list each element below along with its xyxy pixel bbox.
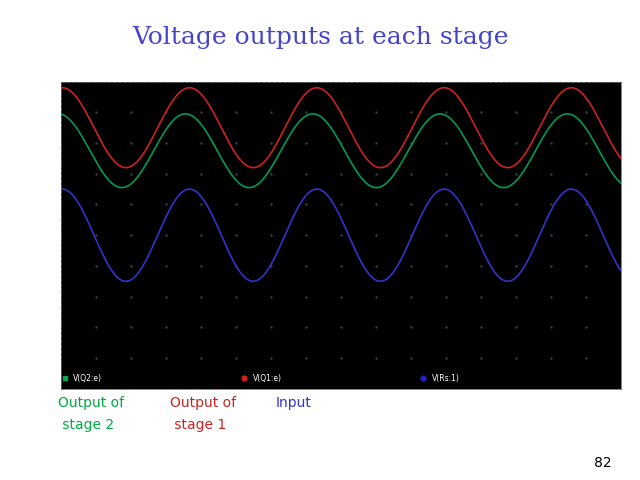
Text: Output of: Output of [170,396,236,410]
Text: V(Q2:e): V(Q2:e) [74,373,102,383]
Text: 82: 82 [593,456,611,470]
Text: stage 1: stage 1 [170,418,226,432]
Text: stage 2: stage 2 [58,418,114,432]
Text: Voltage outputs at each stage: Voltage outputs at each stage [132,26,508,49]
Text: Output of: Output of [58,396,124,410]
Text: V(Q1:e): V(Q1:e) [253,373,282,383]
Text: Input: Input [275,396,311,410]
X-axis label: Time: Time [329,408,353,418]
Text: V(Rs:1): V(Rs:1) [432,373,460,383]
